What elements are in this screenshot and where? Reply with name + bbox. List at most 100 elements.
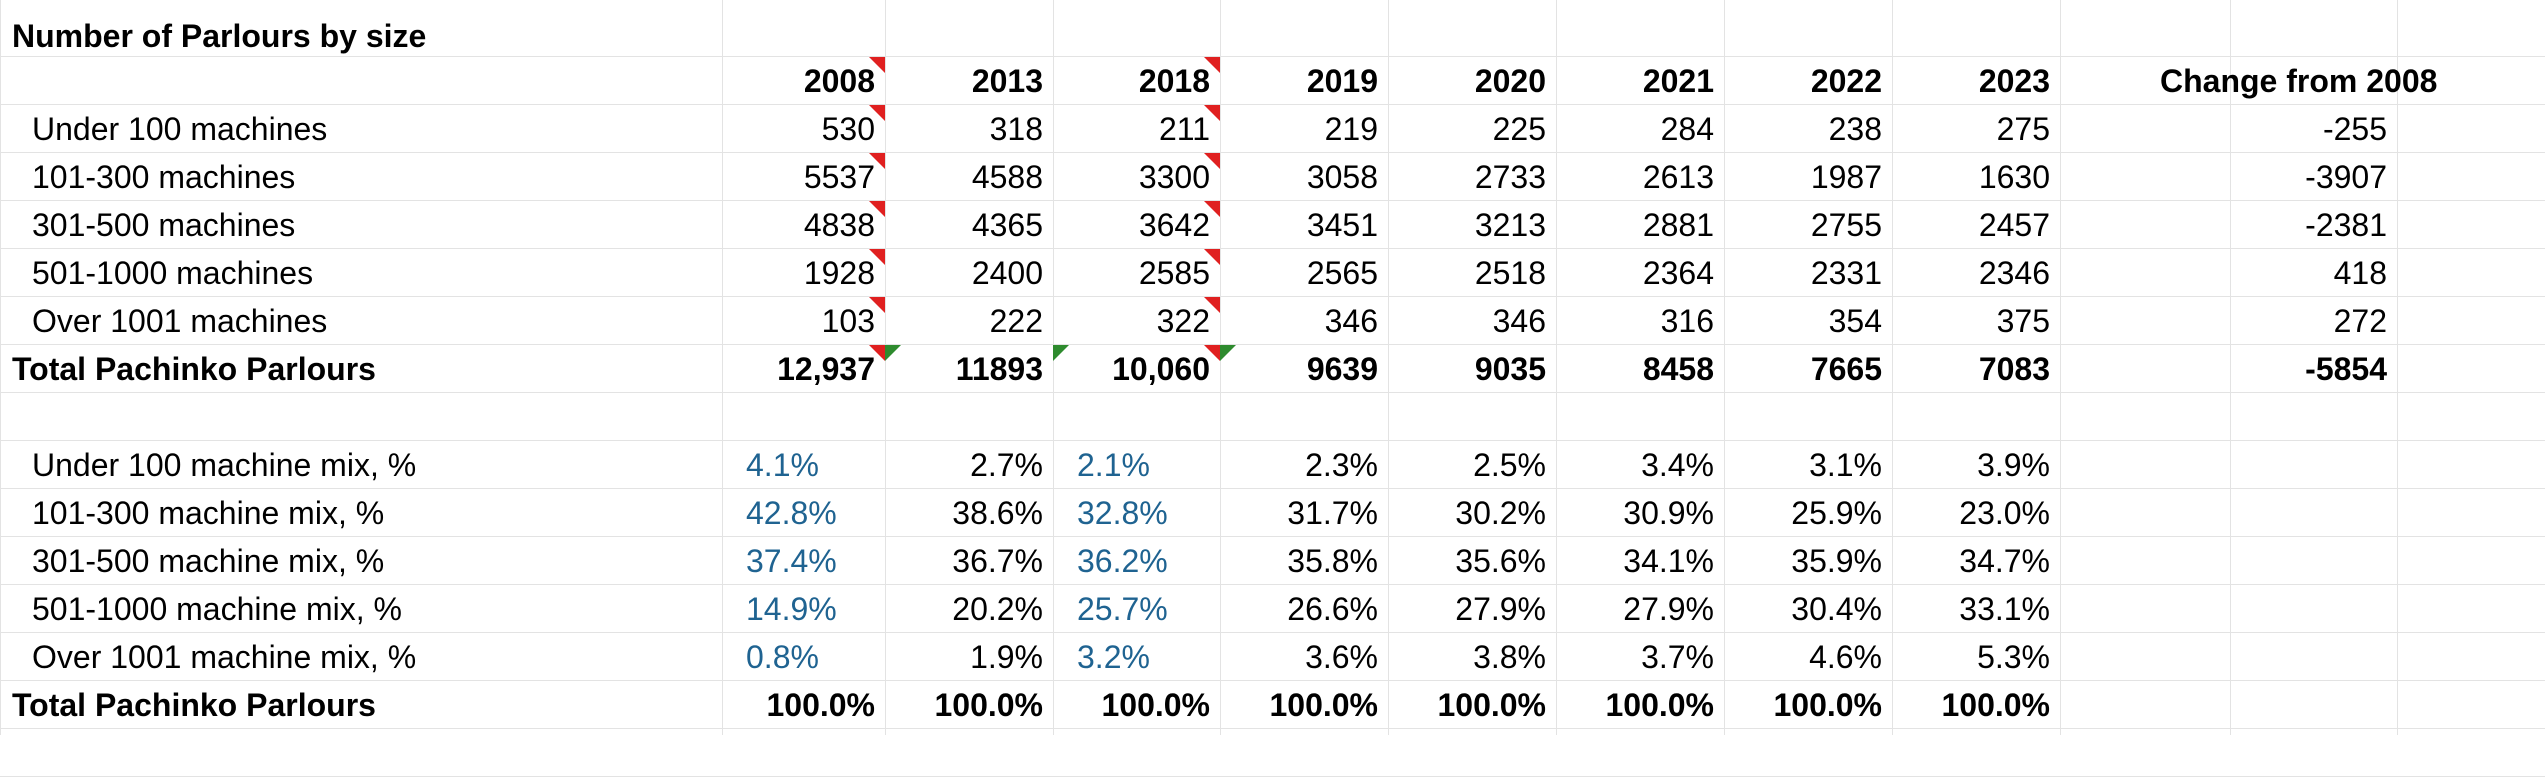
mix-total-cell[interactable]: 100.0% xyxy=(766,687,875,723)
count-cell[interactable]: 3058 xyxy=(1306,159,1378,195)
mix-cell[interactable]: 3.7% xyxy=(1641,639,1714,675)
total-cell[interactable]: 7665 xyxy=(1810,351,1882,387)
mix-cell[interactable]: 31.7% xyxy=(1287,495,1378,531)
mix-total-cell[interactable]: 100.0% xyxy=(1605,687,1714,723)
count-cell[interactable]: 346 xyxy=(1492,303,1546,339)
count-cell[interactable]: 2518 xyxy=(1474,255,1546,291)
total-cell[interactable]: 7083 xyxy=(1978,351,2050,387)
row-label[interactable]: Over 1001 machines xyxy=(32,303,328,339)
mix-cell[interactable]: 34.1% xyxy=(1623,543,1714,579)
mix-cell[interactable]: 25.7% xyxy=(1077,591,1168,627)
mix-cell[interactable]: 14.9% xyxy=(746,591,837,627)
sheet-title[interactable]: Number of Parlours by size xyxy=(12,18,427,54)
count-cell[interactable]: 2331 xyxy=(1810,255,1882,291)
mix-cell[interactable]: 23.0% xyxy=(1959,495,2050,531)
mix-cell[interactable]: 3.1% xyxy=(1809,447,1882,483)
count-cell[interactable]: 354 xyxy=(1828,303,1882,339)
count-cell[interactable]: 316 xyxy=(1660,303,1714,339)
mix-total-cell[interactable]: 100.0% xyxy=(1101,687,1210,723)
mix-row-label[interactable]: 501-1000 machine mix, % xyxy=(32,591,402,627)
year-header[interactable]: 2020 xyxy=(1474,63,1546,99)
total-cell[interactable]: 10,060 xyxy=(1112,351,1210,387)
total-cell[interactable]: 9035 xyxy=(1474,351,1546,387)
count-cell[interactable]: 1928 xyxy=(803,255,875,291)
mix-cell[interactable]: 37.4% xyxy=(746,543,837,579)
count-cell[interactable]: 3213 xyxy=(1474,207,1546,243)
count-cell[interactable]: 211 xyxy=(1158,111,1210,147)
count-cell[interactable]: 5537 xyxy=(803,159,875,195)
mix-total-cell[interactable]: 100.0% xyxy=(1941,687,2050,723)
count-cell[interactable]: 4365 xyxy=(971,207,1043,243)
count-cell[interactable]: 346 xyxy=(1324,303,1378,339)
mix-cell[interactable]: 35.9% xyxy=(1791,543,1882,579)
mix-row-label[interactable]: 301-500 machine mix, % xyxy=(32,543,385,579)
change-cell[interactable]: -3907 xyxy=(2305,159,2387,195)
mix-cell[interactable]: 5.3% xyxy=(1977,639,2050,675)
mix-cell[interactable]: 30.4% xyxy=(1791,591,1882,627)
mix-cell[interactable]: 3.2% xyxy=(1077,639,1150,675)
count-cell[interactable]: 2613 xyxy=(1642,159,1714,195)
mix-total-label[interactable]: Total Pachinko Parlours xyxy=(12,687,376,723)
count-cell[interactable]: 1630 xyxy=(1978,159,2050,195)
mix-row-label[interactable]: Over 1001 machine mix, % xyxy=(32,639,417,675)
mix-cell[interactable]: 27.9% xyxy=(1623,591,1714,627)
year-header[interactable]: 2008 xyxy=(803,63,875,99)
change-cell[interactable]: 272 xyxy=(2333,303,2387,339)
mix-row-label[interactable]: Under 100 machine mix, % xyxy=(32,447,417,483)
mix-cell[interactable]: 30.2% xyxy=(1455,495,1546,531)
mix-cell[interactable]: 36.7% xyxy=(952,543,1043,579)
count-cell[interactable]: 2364 xyxy=(1642,255,1714,291)
change-header[interactable]: Change from 2008 xyxy=(2160,63,2438,99)
row-label[interactable]: 101-300 machines xyxy=(32,159,296,195)
count-cell[interactable]: 2881 xyxy=(1642,207,1714,243)
mix-cell[interactable]: 4.6% xyxy=(1809,639,1882,675)
total-change-cell[interactable]: -5854 xyxy=(2305,351,2387,387)
total-cell[interactable]: 12,937 xyxy=(777,351,875,387)
mix-total-cell[interactable]: 100.0% xyxy=(1437,687,1546,723)
count-cell[interactable]: 219 xyxy=(1324,111,1378,147)
count-cell[interactable]: 2733 xyxy=(1474,159,1546,195)
year-header[interactable]: 2013 xyxy=(971,63,1043,99)
count-cell[interactable]: 2565 xyxy=(1306,255,1378,291)
mix-cell[interactable]: 1.9% xyxy=(970,639,1043,675)
count-cell[interactable]: 322 xyxy=(1156,303,1210,339)
row-label[interactable]: Under 100 machines xyxy=(32,111,328,147)
mix-cell[interactable]: 35.8% xyxy=(1287,543,1378,579)
mix-cell[interactable]: 42.8% xyxy=(746,495,837,531)
count-cell[interactable]: 2346 xyxy=(1978,255,2050,291)
mix-cell[interactable]: 2.7% xyxy=(970,447,1043,483)
count-cell[interactable]: 225 xyxy=(1492,111,1546,147)
count-cell[interactable]: 222 xyxy=(989,303,1043,339)
count-cell[interactable]: 318 xyxy=(989,111,1043,147)
count-cell[interactable]: 284 xyxy=(1660,111,1714,147)
total-cell[interactable]: 11893 xyxy=(955,351,1043,387)
year-header[interactable]: 2021 xyxy=(1642,63,1714,99)
count-cell[interactable]: 4588 xyxy=(971,159,1043,195)
year-header[interactable]: 2018 xyxy=(1138,63,1210,99)
mix-cell[interactable]: 3.8% xyxy=(1473,639,1546,675)
total-cell[interactable]: 9639 xyxy=(1306,351,1378,387)
count-cell[interactable]: 238 xyxy=(1828,111,1882,147)
row-label[interactable]: 301-500 machines xyxy=(32,207,296,243)
mix-cell[interactable]: 4.1% xyxy=(746,447,819,483)
mix-total-cell[interactable]: 100.0% xyxy=(934,687,1043,723)
count-cell[interactable]: 103 xyxy=(821,303,875,339)
mix-cell[interactable]: 35.6% xyxy=(1455,543,1546,579)
mix-cell[interactable]: 2.5% xyxy=(1473,447,1546,483)
mix-cell[interactable]: 20.2% xyxy=(952,591,1043,627)
mix-total-cell[interactable]: 100.0% xyxy=(1269,687,1378,723)
count-cell[interactable]: 3451 xyxy=(1306,207,1378,243)
mix-cell[interactable]: 2.3% xyxy=(1305,447,1378,483)
mix-cell[interactable]: 27.9% xyxy=(1455,591,1546,627)
count-cell[interactable]: 275 xyxy=(1996,111,2050,147)
count-cell[interactable]: 530 xyxy=(821,111,875,147)
mix-cell[interactable]: 3.6% xyxy=(1305,639,1378,675)
total-label[interactable]: Total Pachinko Parlours xyxy=(12,351,376,387)
count-cell[interactable]: 2457 xyxy=(1978,207,2050,243)
mix-cell[interactable]: 36.2% xyxy=(1077,543,1168,579)
year-header[interactable]: 2023 xyxy=(1978,63,2050,99)
mix-cell[interactable]: 25.9% xyxy=(1791,495,1882,531)
mix-cell[interactable]: 34.7% xyxy=(1959,543,2050,579)
mix-cell[interactable]: 3.4% xyxy=(1641,447,1714,483)
change-cell[interactable]: 418 xyxy=(2333,255,2387,291)
